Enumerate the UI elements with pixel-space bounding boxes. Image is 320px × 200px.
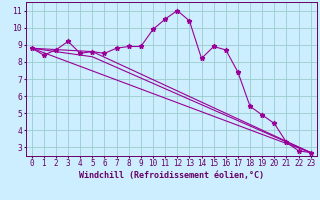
X-axis label: Windchill (Refroidissement éolien,°C): Windchill (Refroidissement éolien,°C) <box>79 171 264 180</box>
